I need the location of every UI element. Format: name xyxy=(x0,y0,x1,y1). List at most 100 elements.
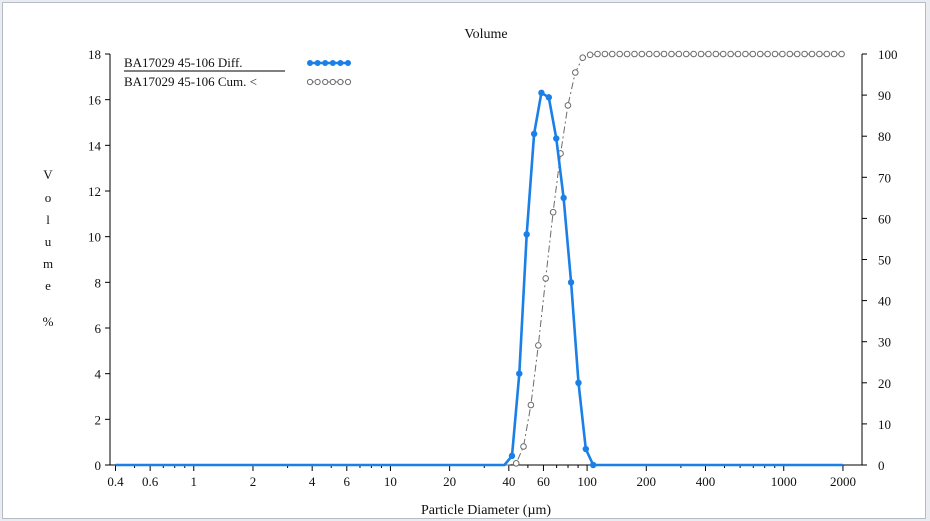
cum-series-point xyxy=(586,51,594,59)
legend-swatch-diff-point xyxy=(307,60,313,66)
cum-series-point xyxy=(690,50,697,58)
diff-series-point xyxy=(567,279,575,286)
cum-series-point xyxy=(645,50,653,58)
diff-series-point xyxy=(589,461,597,469)
cum-series-point xyxy=(535,342,542,349)
chart-svg: Volume Particle Diameter (µm) 0246810121… xyxy=(88,27,898,518)
y-axis-title-char: % xyxy=(42,314,54,329)
x-tick-label: 20 xyxy=(443,474,456,489)
cum-series-point xyxy=(527,401,535,409)
legend-swatch-cum-point xyxy=(329,78,336,86)
x-tick-label: 1000 xyxy=(771,474,797,489)
y2-tick-label: 80 xyxy=(878,129,891,144)
legend-swatch-diff-point xyxy=(322,60,329,66)
cum-series-point xyxy=(712,50,720,58)
cum-series-point xyxy=(616,50,623,58)
legend-swatch-cum-point xyxy=(314,78,321,86)
legend-swatch-cum-point xyxy=(344,78,352,86)
series-layer xyxy=(115,50,845,469)
cum-series-point xyxy=(682,50,690,58)
x-tick-label: 0.6 xyxy=(142,474,159,489)
diff-series-point xyxy=(530,130,538,138)
x-tick-label: 4 xyxy=(309,474,316,489)
legend: BA17029 45-106 Diff. BA17029 45-106 Cum. … xyxy=(124,55,352,89)
diff-series-point xyxy=(553,135,560,142)
x-tick-label: 2000 xyxy=(830,474,856,489)
y2-tick-label: 70 xyxy=(878,170,891,185)
y-tick-label: 6 xyxy=(95,321,102,336)
y2-tick-label: 40 xyxy=(878,294,891,309)
cum-series-point xyxy=(771,50,779,58)
cum-series-point xyxy=(742,50,749,58)
y2-tick-label: 50 xyxy=(878,253,891,268)
diff-series-point xyxy=(560,194,567,202)
cum-series-point xyxy=(623,50,631,58)
y-tick-label: 12 xyxy=(88,184,101,199)
cum-series-point xyxy=(793,50,801,58)
cum-series-point xyxy=(601,50,609,58)
y-tick-label: 18 xyxy=(88,47,101,62)
x-tick-label: 400 xyxy=(696,474,716,489)
diff-series-point xyxy=(538,89,545,97)
legend-swatch-cum-point xyxy=(337,78,344,86)
diff-series-point xyxy=(582,445,589,453)
cum-series-point xyxy=(675,50,683,58)
y2-tick-label: 0 xyxy=(878,458,885,473)
y-axis-title-char: o xyxy=(44,190,52,205)
y-tick-label: 2 xyxy=(95,412,102,427)
legend-label-cum: BA17029 45-106 Cum. < xyxy=(124,74,257,89)
x-tick-label: 60 xyxy=(537,474,550,489)
cum-series-point xyxy=(579,54,587,61)
cum-series-point xyxy=(719,50,727,58)
legend-swatch-cum-point xyxy=(306,78,314,86)
y-axis-title-char: u xyxy=(44,234,52,249)
diff-series-point xyxy=(516,370,523,377)
diff-series-point xyxy=(523,231,530,238)
cum-series-point xyxy=(571,69,579,76)
legend-swatch-diff-point xyxy=(314,60,321,66)
axes: 02468101214161801020304050607080901000.4… xyxy=(88,47,898,489)
cum-series-point xyxy=(808,50,816,58)
cum-series-point xyxy=(727,50,734,58)
cum-series-point xyxy=(631,50,638,58)
y-axis-title-char: m xyxy=(42,256,54,271)
y-axis-title-char: e xyxy=(45,278,51,293)
cum-series-point xyxy=(779,50,786,58)
cum-series-point xyxy=(749,50,757,58)
cum-series-point xyxy=(697,50,705,58)
cum-series-line xyxy=(115,53,843,466)
diff-series-point xyxy=(575,379,582,386)
x-tick-label: 10 xyxy=(384,474,397,489)
legend-swatch-diff-point xyxy=(345,60,351,66)
diff-series-point xyxy=(508,452,516,460)
y-axis-title-char: l xyxy=(46,212,50,227)
x-tick-label: 0.4 xyxy=(107,474,124,489)
y-tick-label: 14 xyxy=(88,138,102,153)
cum-series-point xyxy=(786,50,794,58)
cum-series-point xyxy=(838,50,845,58)
legend-label-diff: BA17029 45-106 Diff. xyxy=(124,55,243,70)
cum-series-point xyxy=(734,50,742,58)
legend-swatch-diff-point xyxy=(329,60,336,66)
x-tick-label: 6 xyxy=(344,474,351,489)
x-axis-title: Particle Diameter (µm) xyxy=(421,503,551,518)
y2-tick-label: 90 xyxy=(878,88,891,103)
cum-series-point xyxy=(764,50,771,58)
cum-series-point xyxy=(668,50,675,58)
cum-series-point xyxy=(520,443,527,450)
legend-swatch-cum-point xyxy=(322,78,329,86)
x-tick-label: 2 xyxy=(250,474,257,489)
legend-swatch-diff-point xyxy=(337,60,344,66)
cum-series-point xyxy=(801,50,808,58)
y-axis-title-char: V xyxy=(43,167,53,182)
y-tick-label: 16 xyxy=(88,93,102,108)
cum-series-point xyxy=(512,460,520,467)
x-tick-label: 1 xyxy=(191,474,198,489)
y2-tick-label: 20 xyxy=(878,376,891,391)
y-tick-label: 10 xyxy=(88,230,101,245)
y2-tick-label: 60 xyxy=(878,211,891,226)
cum-series-point xyxy=(653,50,660,58)
diff-series-point xyxy=(545,94,553,101)
chart-title: Volume xyxy=(464,27,507,42)
